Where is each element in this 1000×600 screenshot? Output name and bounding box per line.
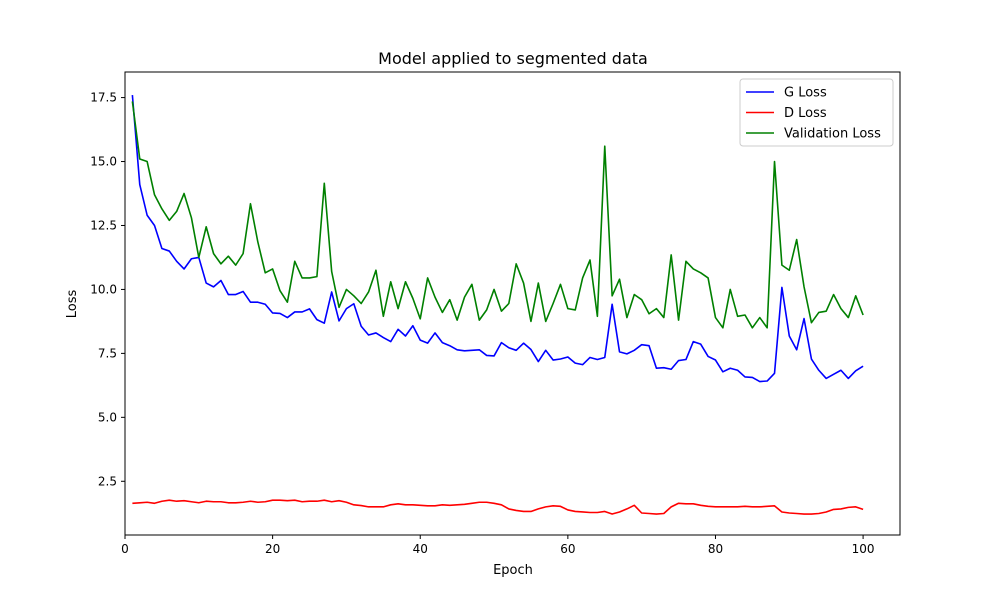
- series-line-d-loss: [132, 499, 864, 515]
- x-tick-label: 60: [560, 542, 575, 556]
- y-tick-label: 2.5: [98, 474, 117, 488]
- x-axis-ticks: 0 20 40 60 80 100: [121, 535, 875, 556]
- y-tick-label: 10.0: [90, 282, 117, 296]
- y-tick-label: 7.5: [98, 346, 117, 360]
- x-axis-label: Epoch: [493, 563, 533, 578]
- y-axis-label: Loss: [65, 290, 80, 319]
- legend-label: D Loss: [784, 106, 827, 121]
- series-line-validation-loss: [131, 101, 864, 329]
- legend-label: Validation Loss: [784, 127, 881, 142]
- x-tick-label: 40: [413, 542, 428, 556]
- y-tick-label: 12.5: [90, 218, 117, 232]
- plot-frame: [124, 71, 901, 536]
- y-tick-label: 15.0: [90, 155, 117, 169]
- legend-label: G Loss: [784, 86, 827, 101]
- legend-box: [739, 78, 894, 147]
- y-tick-label: 5.0: [98, 410, 117, 424]
- plot-area: [124, 71, 901, 536]
- x-tick-label: 80: [708, 542, 723, 556]
- y-axis-ticks: 2.5 5.0 7.5 10.0 12.5 15.0 17.5: [90, 91, 125, 488]
- series-layer: [131, 94, 864, 515]
- x-tick-label: 20: [265, 542, 280, 556]
- y-tick-label: 17.5: [90, 91, 117, 105]
- x-tick-label: 0: [121, 542, 129, 556]
- chart-title: Model applied to segmented data: [378, 49, 648, 68]
- legend: G Loss D Loss Validation Loss: [739, 78, 894, 147]
- x-tick-label: 100: [852, 542, 875, 556]
- series-line-g-loss: [131, 94, 864, 383]
